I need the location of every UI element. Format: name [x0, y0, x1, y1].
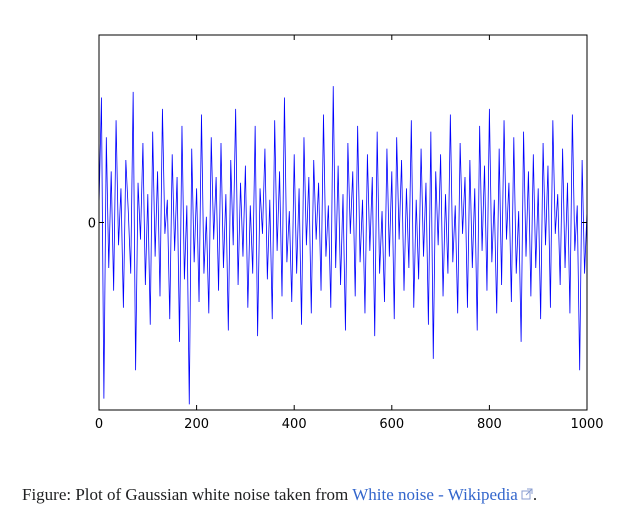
caption: Figure: Plot of Gaussian white noise tak…	[22, 485, 537, 505]
chart: 0 200 400 600 800 1000 0	[88, 34, 604, 432]
external-link-icon	[521, 488, 533, 500]
x-tick-label: 0	[95, 417, 103, 432]
plot-frame	[98, 34, 588, 411]
line	[98, 86, 588, 405]
x-tick-label: 400	[282, 417, 307, 432]
caption-text: Figure: Plot of Gaussian white noise tak…	[22, 485, 353, 504]
caption-end: .	[532, 485, 538, 504]
y-tick-label: 0	[88, 217, 96, 232]
x-tick-label: 1000	[570, 417, 603, 432]
x-tick-label: 600	[379, 417, 404, 432]
plot-area	[98, 86, 588, 405]
x-tick-label: 200	[184, 417, 209, 432]
x-tick-label: 800	[477, 417, 502, 432]
link[interactable]: White noise - Wikipedia	[352, 485, 518, 504]
